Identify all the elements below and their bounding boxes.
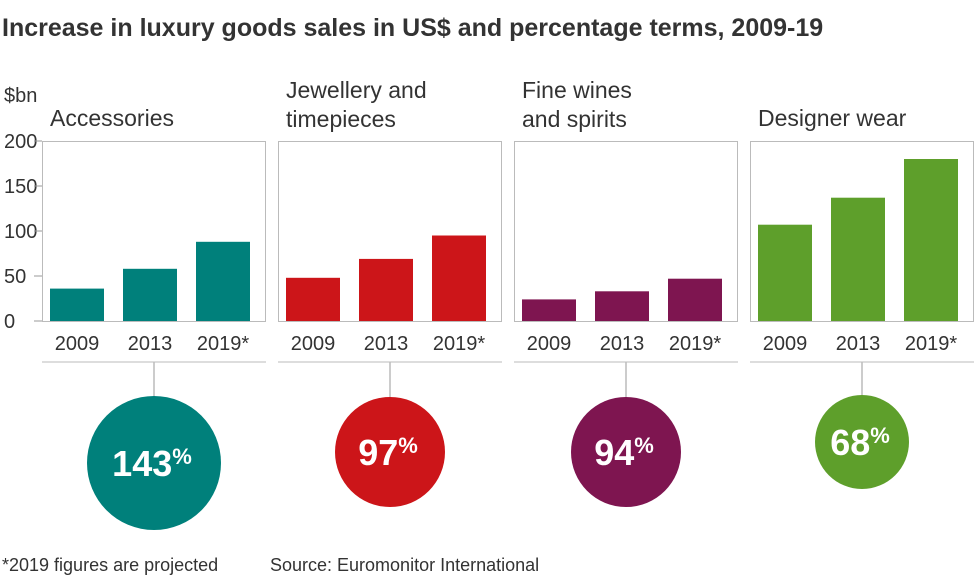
x-tick-label: 2009	[763, 333, 808, 355]
source-note: Source: Euromonitor International	[270, 555, 539, 575]
bar-2019	[432, 235, 486, 321]
y-unit-label: $bn	[4, 85, 37, 107]
footnote: *2019 figures are projected	[2, 555, 218, 575]
y-tick-label: 0	[4, 311, 15, 333]
panel-title: Designer wear	[758, 105, 907, 131]
panel-designer-wear: Designer wear 2009 2013 2019* 68%	[750, 105, 974, 489]
panels: 0 50 100 150 200 Accessories 2009 2013 2019* 143%…	[4, 77, 974, 530]
panel-jewellery-and-timepieces: Jewellery and timepieces 2009 2013 2019* 97%	[278, 77, 502, 507]
bar-2019	[196, 241, 250, 321]
x-tick-label: 2019*	[669, 333, 721, 355]
y-tick-label: 50	[4, 266, 26, 288]
bar-2019	[904, 159, 958, 321]
bar-2009	[758, 224, 812, 321]
plot-frame	[278, 141, 502, 322]
x-tick-label: 2019*	[433, 333, 485, 355]
y-tick-label: 100	[4, 221, 37, 243]
x-tick-label: 2013	[364, 333, 409, 355]
plot-frame	[514, 141, 738, 322]
increase-circle	[571, 397, 681, 507]
x-tick-label: 2009	[291, 333, 336, 355]
x-tick-label: 2013	[128, 333, 173, 355]
increase-value: 143%	[112, 443, 192, 484]
panel-title: Accessories	[50, 105, 174, 131]
x-tick-label: 2019*	[905, 333, 957, 355]
x-tick-label: 2013	[600, 333, 645, 355]
bar-2009	[522, 299, 576, 321]
increase-value: 97%	[358, 432, 418, 473]
panel-title: and spirits	[522, 106, 627, 132]
increase-circle	[815, 395, 909, 489]
panel-title: Jewellery and	[286, 77, 427, 103]
x-tick-label: 2009	[55, 333, 100, 355]
bar-2013	[595, 291, 649, 321]
bar-2013	[831, 197, 885, 321]
x-tick-label: 2013	[836, 333, 881, 355]
plot-frame	[42, 141, 266, 322]
x-tick-label: 2009	[527, 333, 572, 355]
bar-2013	[123, 268, 177, 321]
bar-2013	[359, 258, 413, 321]
increase-circle	[335, 397, 445, 507]
bar-2009	[50, 288, 104, 321]
bar-2019	[668, 278, 722, 321]
increase-value: 68%	[830, 422, 890, 463]
panel-accessories: Accessories 2009 2013 2019* 143%	[42, 105, 266, 530]
y-tick-label: 200	[4, 131, 37, 153]
chart-title: Increase in luxury goods sales in US$ an…	[2, 14, 823, 42]
increase-value: 94%	[594, 432, 654, 473]
plot-frame	[750, 141, 974, 322]
y-tick-label: 150	[4, 176, 37, 198]
increase-circle	[87, 396, 221, 530]
x-tick-label: 2019*	[197, 333, 249, 355]
panel-fine-wines-and-spirits: Fine wines and spirits 2009 2013 2019* 94%	[514, 77, 738, 507]
panel-title: Fine wines	[522, 77, 632, 103]
panel-title: timepieces	[286, 106, 396, 132]
bar-2009	[286, 277, 340, 321]
